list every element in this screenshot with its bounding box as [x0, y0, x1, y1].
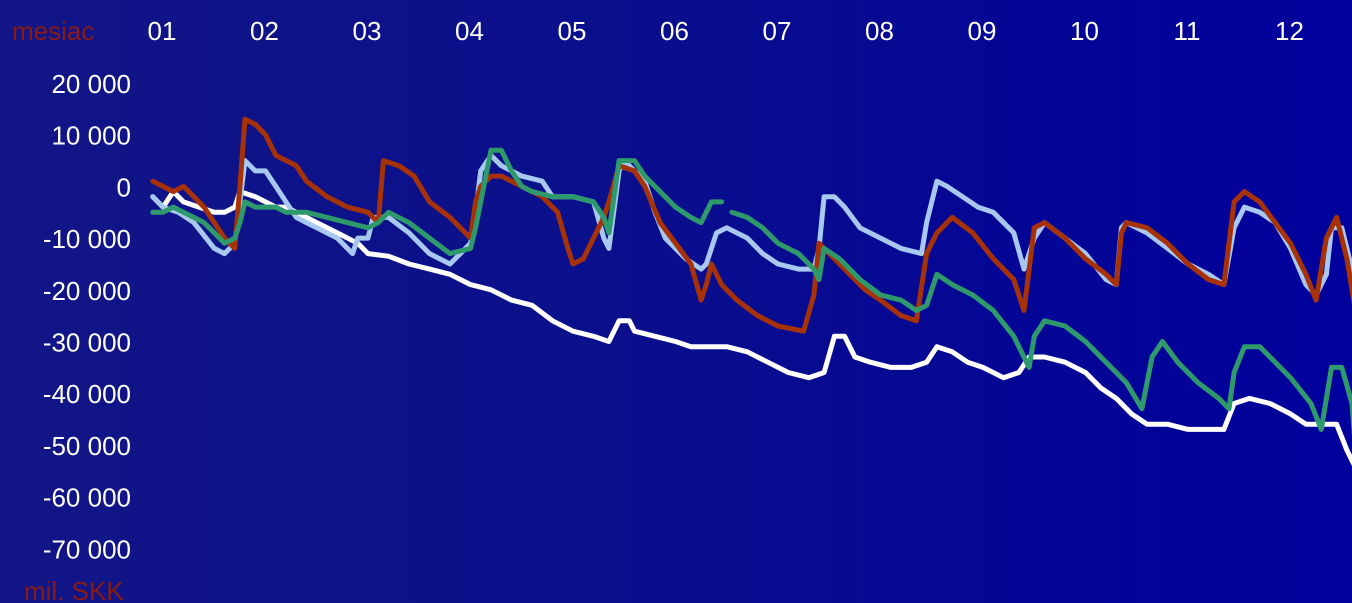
y-tick-label: -70 000: [43, 534, 131, 564]
y-tick-label: 0: [117, 172, 131, 202]
x-tick-label: 09: [968, 16, 997, 46]
series-line-2: [150, 152, 1352, 298]
y-tick-label: -40 000: [43, 379, 131, 409]
y-tick-label: 10 000: [51, 121, 131, 151]
x-tick-label: 06: [660, 16, 689, 46]
x-tick-label: 04: [455, 16, 484, 46]
x-tick-label: 01: [148, 16, 177, 46]
x-tick-label: 03: [353, 16, 382, 46]
y-tick-label: -30 000: [43, 328, 131, 358]
series-lines: [150, 116, 1352, 467]
x-tick-label: 08: [865, 16, 894, 46]
x-tick-label: 11: [1174, 16, 1201, 46]
y-tick-label: -50 000: [43, 431, 131, 461]
y-axis-label: mil. SKK: [24, 576, 124, 603]
x-tick-labels: 01 02 03 04 05 06 07 08 09 10 11 12: [148, 16, 1304, 46]
x-tick-label: 07: [763, 16, 792, 46]
y-tick-labels: 20 000 10 000 0 -10 000 -20 000 -30 000 -40 00…: [43, 69, 131, 564]
x-tick-label: 12: [1275, 16, 1304, 46]
y-tick-label: -20 000: [43, 276, 131, 306]
y-tick-label: -10 000: [43, 224, 131, 254]
x-tick-label: 10: [1070, 16, 1099, 46]
y-tick-label: 20 000: [51, 69, 131, 99]
y-tick-label: -60 000: [43, 483, 131, 513]
x-axis-label: mesiac: [12, 16, 94, 46]
x-tick-label: 02: [250, 16, 279, 46]
series-line-3: [150, 116, 1352, 334]
x-tick-label: 05: [558, 16, 587, 46]
series-line-4: [150, 147, 1352, 437]
